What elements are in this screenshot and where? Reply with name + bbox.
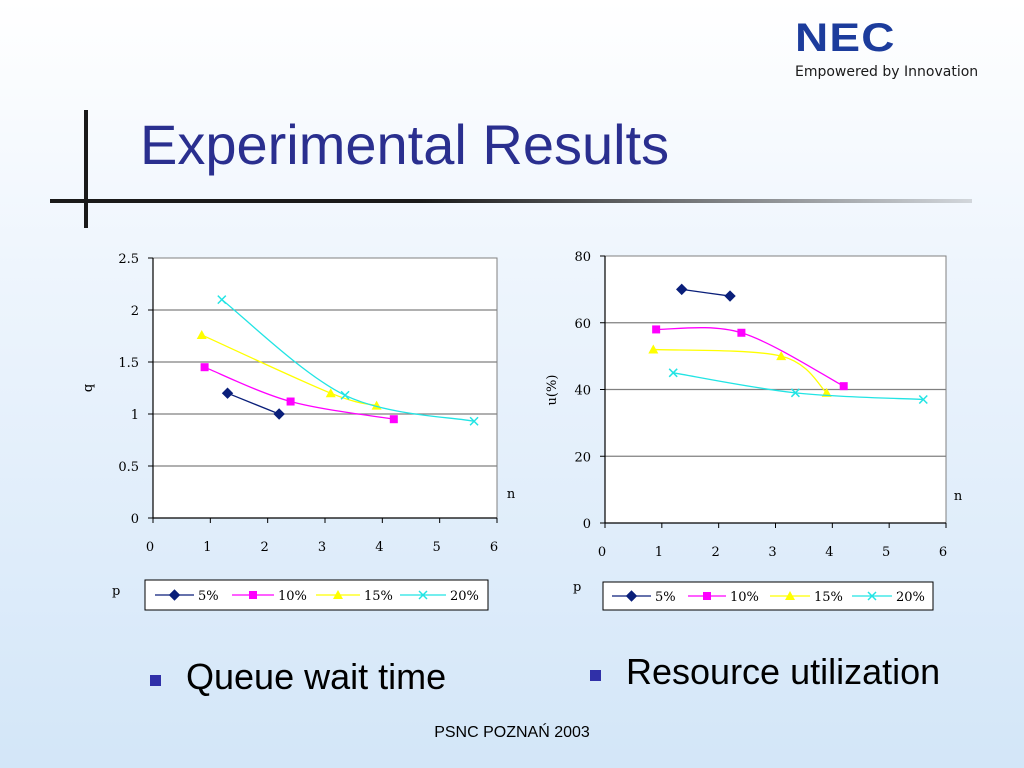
chart1-point-20%	[469, 416, 479, 426]
chart2-point-20%	[668, 368, 678, 378]
chart1-x-tick-label: 4	[375, 540, 383, 555]
chart2-legend-label-10%: 10%	[730, 590, 759, 605]
chart1-legend-marker-5%	[168, 589, 181, 601]
chart1-legend-title: p	[112, 584, 120, 599]
chart1-x-tick-label: 3	[318, 540, 326, 555]
chart2-series-line-15%	[653, 348, 828, 394]
chart2-x-tick-label: 3	[768, 545, 776, 560]
chart1-x-tick-label: 5	[433, 540, 441, 555]
chart2-x-tick-label: 1	[655, 545, 663, 560]
chart2-point-5%	[676, 283, 688, 296]
chart2-y-tick-label: 20	[574, 450, 591, 465]
chart1-point-10%	[200, 363, 209, 372]
chart1-point-15%	[325, 388, 336, 398]
chart1-point-5%	[221, 387, 234, 399]
chart2-x-tick-label: 5	[882, 545, 890, 560]
footer-text: PSNC POZNAŃ 2003	[434, 724, 590, 741]
chart2-x-tick-label: 6	[939, 545, 947, 560]
chart2-legend-marker-20%	[867, 591, 877, 601]
chart2-point-20%	[790, 388, 800, 398]
chart2-legend-marker-15%	[785, 591, 795, 600]
logo-tagline: Empowered by Innovation	[795, 64, 979, 80]
chart2-x-tick-label: 4	[825, 545, 833, 560]
chart2-point-5%	[724, 290, 736, 302]
chart1-plot-area	[152, 257, 498, 519]
title-horizontal-rule	[50, 199, 972, 203]
chart1-point-5%	[273, 408, 285, 420]
chart1-x-axis-label: n	[507, 487, 516, 502]
chart1-legend-label-10%: 10%	[278, 589, 307, 604]
chart1-legend-marker-20%	[418, 590, 428, 600]
chart2-y-axis-label: u(%)	[545, 375, 560, 406]
chart2-point-10%	[839, 382, 848, 391]
chart1-y-tick-label: 1.5	[118, 356, 139, 371]
chart1-legend-label-15%: 15%	[364, 589, 393, 604]
chart1-legend-marker-10%	[249, 591, 257, 599]
chart1-point-10%	[389, 415, 398, 424]
chart1-legend-label-5%: 5%	[198, 589, 219, 604]
chart2-point-15%	[776, 351, 787, 361]
bullet-marker-2	[590, 670, 601, 681]
title-vertical-rule	[84, 110, 88, 228]
chart1-point-20%	[340, 390, 350, 400]
chart2-y-tick-label: 60	[574, 317, 591, 332]
chart2-legend-marker-10%	[703, 592, 711, 600]
slide-title: Experimental Results	[140, 113, 670, 176]
chart1-x-tick-label: 0	[146, 540, 154, 555]
chart2-legend-label-20%: 20%	[896, 590, 925, 605]
chart1-point-20%	[217, 295, 227, 305]
bullet-resource-utilization: Resource utilization	[626, 651, 941, 692]
chart2-point-10%	[737, 328, 746, 337]
chart2-legend-title: p	[573, 580, 581, 595]
chart1-y-axis-label: q	[81, 384, 96, 392]
chart2-legend-label-5%: 5%	[655, 590, 676, 605]
chart2-x-axis-label: n	[954, 489, 963, 504]
chart2-x-tick-label: 2	[712, 545, 720, 560]
chart1-x-tick-label: 6	[490, 540, 498, 555]
chart1-y-tick-label: 2	[131, 304, 139, 319]
chart1-y-tick-label: 0.5	[118, 460, 139, 475]
chart2-y-tick-label: 40	[574, 384, 591, 399]
chart1-point-10%	[286, 397, 295, 406]
chart1-y-tick-label: 1	[131, 408, 139, 423]
chart2-y-tick-label: 0	[583, 517, 591, 532]
chart2-point-20%	[918, 394, 928, 405]
nec-logo: NEC Empowered by Innovation	[795, 18, 1010, 80]
chart1-legend-label-20%: 20%	[450, 589, 479, 604]
chart2-x-tick-label: 0	[598, 545, 606, 560]
chart2-point-15%	[648, 344, 659, 354]
chart1-y-tick-label: 2.5	[118, 252, 139, 267]
chart2-y-tick-label: 80	[574, 250, 591, 265]
bullet-queue-wait-time: Queue wait time	[186, 656, 447, 697]
chart2-legend-label-15%: 15%	[814, 590, 843, 605]
chart2-legend-marker-5%	[625, 590, 638, 602]
chart1-point-15%	[196, 329, 207, 339]
chart1-x-tick-label: 2	[261, 540, 269, 555]
chart1-x-tick-label: 1	[203, 540, 211, 555]
bullet-marker-1	[150, 675, 161, 686]
chart1-legend-marker-15%	[333, 590, 343, 599]
nec-wordmark: NEC	[795, 16, 896, 60]
chart1-y-tick-label: 0	[131, 512, 139, 527]
chart2-point-10%	[652, 325, 661, 334]
